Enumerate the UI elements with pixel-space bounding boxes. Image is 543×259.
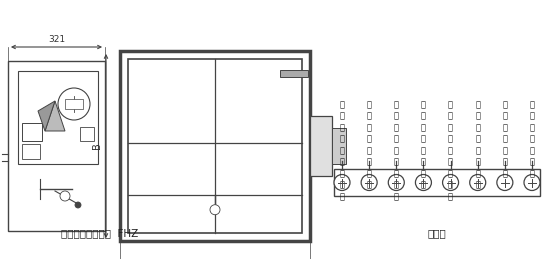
- Text: 线: 线: [339, 192, 344, 201]
- Text: 复: 复: [394, 100, 399, 109]
- Text: 动: 动: [394, 123, 399, 132]
- Bar: [128, 59, 302, 233]
- Text: 灾: 灾: [339, 112, 344, 120]
- Text: 号: 号: [421, 157, 426, 167]
- Text: 位: 位: [475, 134, 480, 143]
- Text: 位: 位: [421, 112, 426, 120]
- Text: 联: 联: [502, 100, 507, 109]
- Text: 弹: 弹: [421, 169, 426, 178]
- Bar: [280, 70, 308, 77]
- Text: 公: 公: [367, 157, 371, 167]
- Text: 控: 控: [529, 123, 534, 132]
- Bar: [310, 116, 332, 176]
- Text: 信: 信: [475, 157, 480, 167]
- Circle shape: [443, 175, 459, 191]
- Text: 串: 串: [475, 100, 480, 109]
- Text: B: B: [92, 143, 102, 149]
- Text: 号: 号: [339, 181, 344, 190]
- Text: 电: 电: [475, 146, 480, 155]
- Text: 源: 源: [339, 157, 344, 167]
- Text: 信: 信: [529, 146, 534, 155]
- Text: 显: 显: [394, 146, 399, 155]
- Text: 号: 号: [448, 181, 453, 190]
- Bar: [334, 169, 540, 196]
- Text: 电: 电: [339, 146, 344, 155]
- Circle shape: [210, 205, 220, 215]
- Text: 火: 火: [339, 100, 344, 109]
- Text: 制: 制: [502, 134, 507, 143]
- Bar: [18, 71, 98, 164]
- Text: 线: 线: [475, 181, 480, 190]
- Text: 全自动防烟防火阀  FHZ: 全自动防烟防火阀 FHZ: [61, 228, 138, 238]
- Circle shape: [60, 191, 70, 201]
- Text: 制: 制: [529, 134, 534, 143]
- Text: 线: 线: [502, 169, 507, 178]
- Text: 信: 信: [394, 169, 399, 178]
- Text: 联: 联: [448, 112, 453, 120]
- Text: 信: 信: [502, 146, 507, 155]
- Text: 动: 动: [448, 123, 453, 132]
- Text: 与: 与: [367, 123, 371, 132]
- Bar: [120, 51, 310, 241]
- Text: 信: 信: [448, 169, 453, 178]
- Text: 线: 线: [367, 181, 371, 190]
- Circle shape: [497, 175, 513, 191]
- Bar: [80, 127, 94, 141]
- Text: 电: 电: [421, 123, 426, 132]
- Text: 联: 联: [475, 112, 480, 120]
- Text: 信: 信: [421, 146, 426, 155]
- Circle shape: [334, 175, 350, 191]
- Circle shape: [524, 175, 540, 191]
- Polygon shape: [38, 101, 55, 131]
- Text: 联: 联: [529, 100, 534, 109]
- Bar: [22, 144, 40, 159]
- Bar: [332, 128, 346, 164]
- Text: 锁: 锁: [502, 112, 507, 120]
- Text: 号: 号: [394, 181, 399, 190]
- Text: 线: 线: [448, 192, 453, 201]
- Text: 电: 电: [448, 146, 453, 155]
- Text: 线: 线: [529, 169, 534, 178]
- Text: 号: 号: [502, 157, 507, 167]
- Text: 源: 源: [448, 157, 453, 167]
- Polygon shape: [45, 101, 65, 131]
- Text: 复: 复: [367, 134, 371, 143]
- Text: 信: 信: [339, 169, 344, 178]
- Text: 作: 作: [367, 112, 371, 120]
- Text: 作: 作: [448, 134, 453, 143]
- Text: 用: 用: [367, 169, 371, 178]
- Text: 锁: 锁: [529, 112, 534, 120]
- Text: 作: 作: [394, 134, 399, 143]
- Bar: [65, 99, 83, 109]
- Circle shape: [415, 175, 432, 191]
- Text: 位: 位: [367, 146, 371, 155]
- Text: 动: 动: [339, 123, 344, 132]
- Text: 线: 线: [394, 192, 399, 201]
- Text: 号: 号: [475, 169, 480, 178]
- Text: 示: 示: [394, 157, 399, 167]
- Bar: [22, 123, 42, 141]
- Text: 321: 321: [48, 35, 65, 44]
- Circle shape: [58, 88, 90, 120]
- Text: 复: 复: [421, 100, 426, 109]
- Text: 作: 作: [339, 134, 344, 143]
- Text: 源: 源: [421, 134, 426, 143]
- Bar: [8, 61, 105, 231]
- Text: 号: 号: [529, 157, 534, 167]
- Text: 线: 线: [421, 181, 426, 190]
- Circle shape: [388, 175, 405, 191]
- Text: 动: 动: [367, 100, 371, 109]
- Text: 复: 复: [475, 123, 480, 132]
- Text: 控: 控: [502, 123, 507, 132]
- Circle shape: [75, 202, 81, 208]
- Text: 串: 串: [448, 100, 453, 109]
- Text: 位: 位: [394, 112, 399, 120]
- Text: 接线图: 接线图: [428, 228, 446, 238]
- Circle shape: [361, 175, 377, 191]
- Circle shape: [470, 175, 486, 191]
